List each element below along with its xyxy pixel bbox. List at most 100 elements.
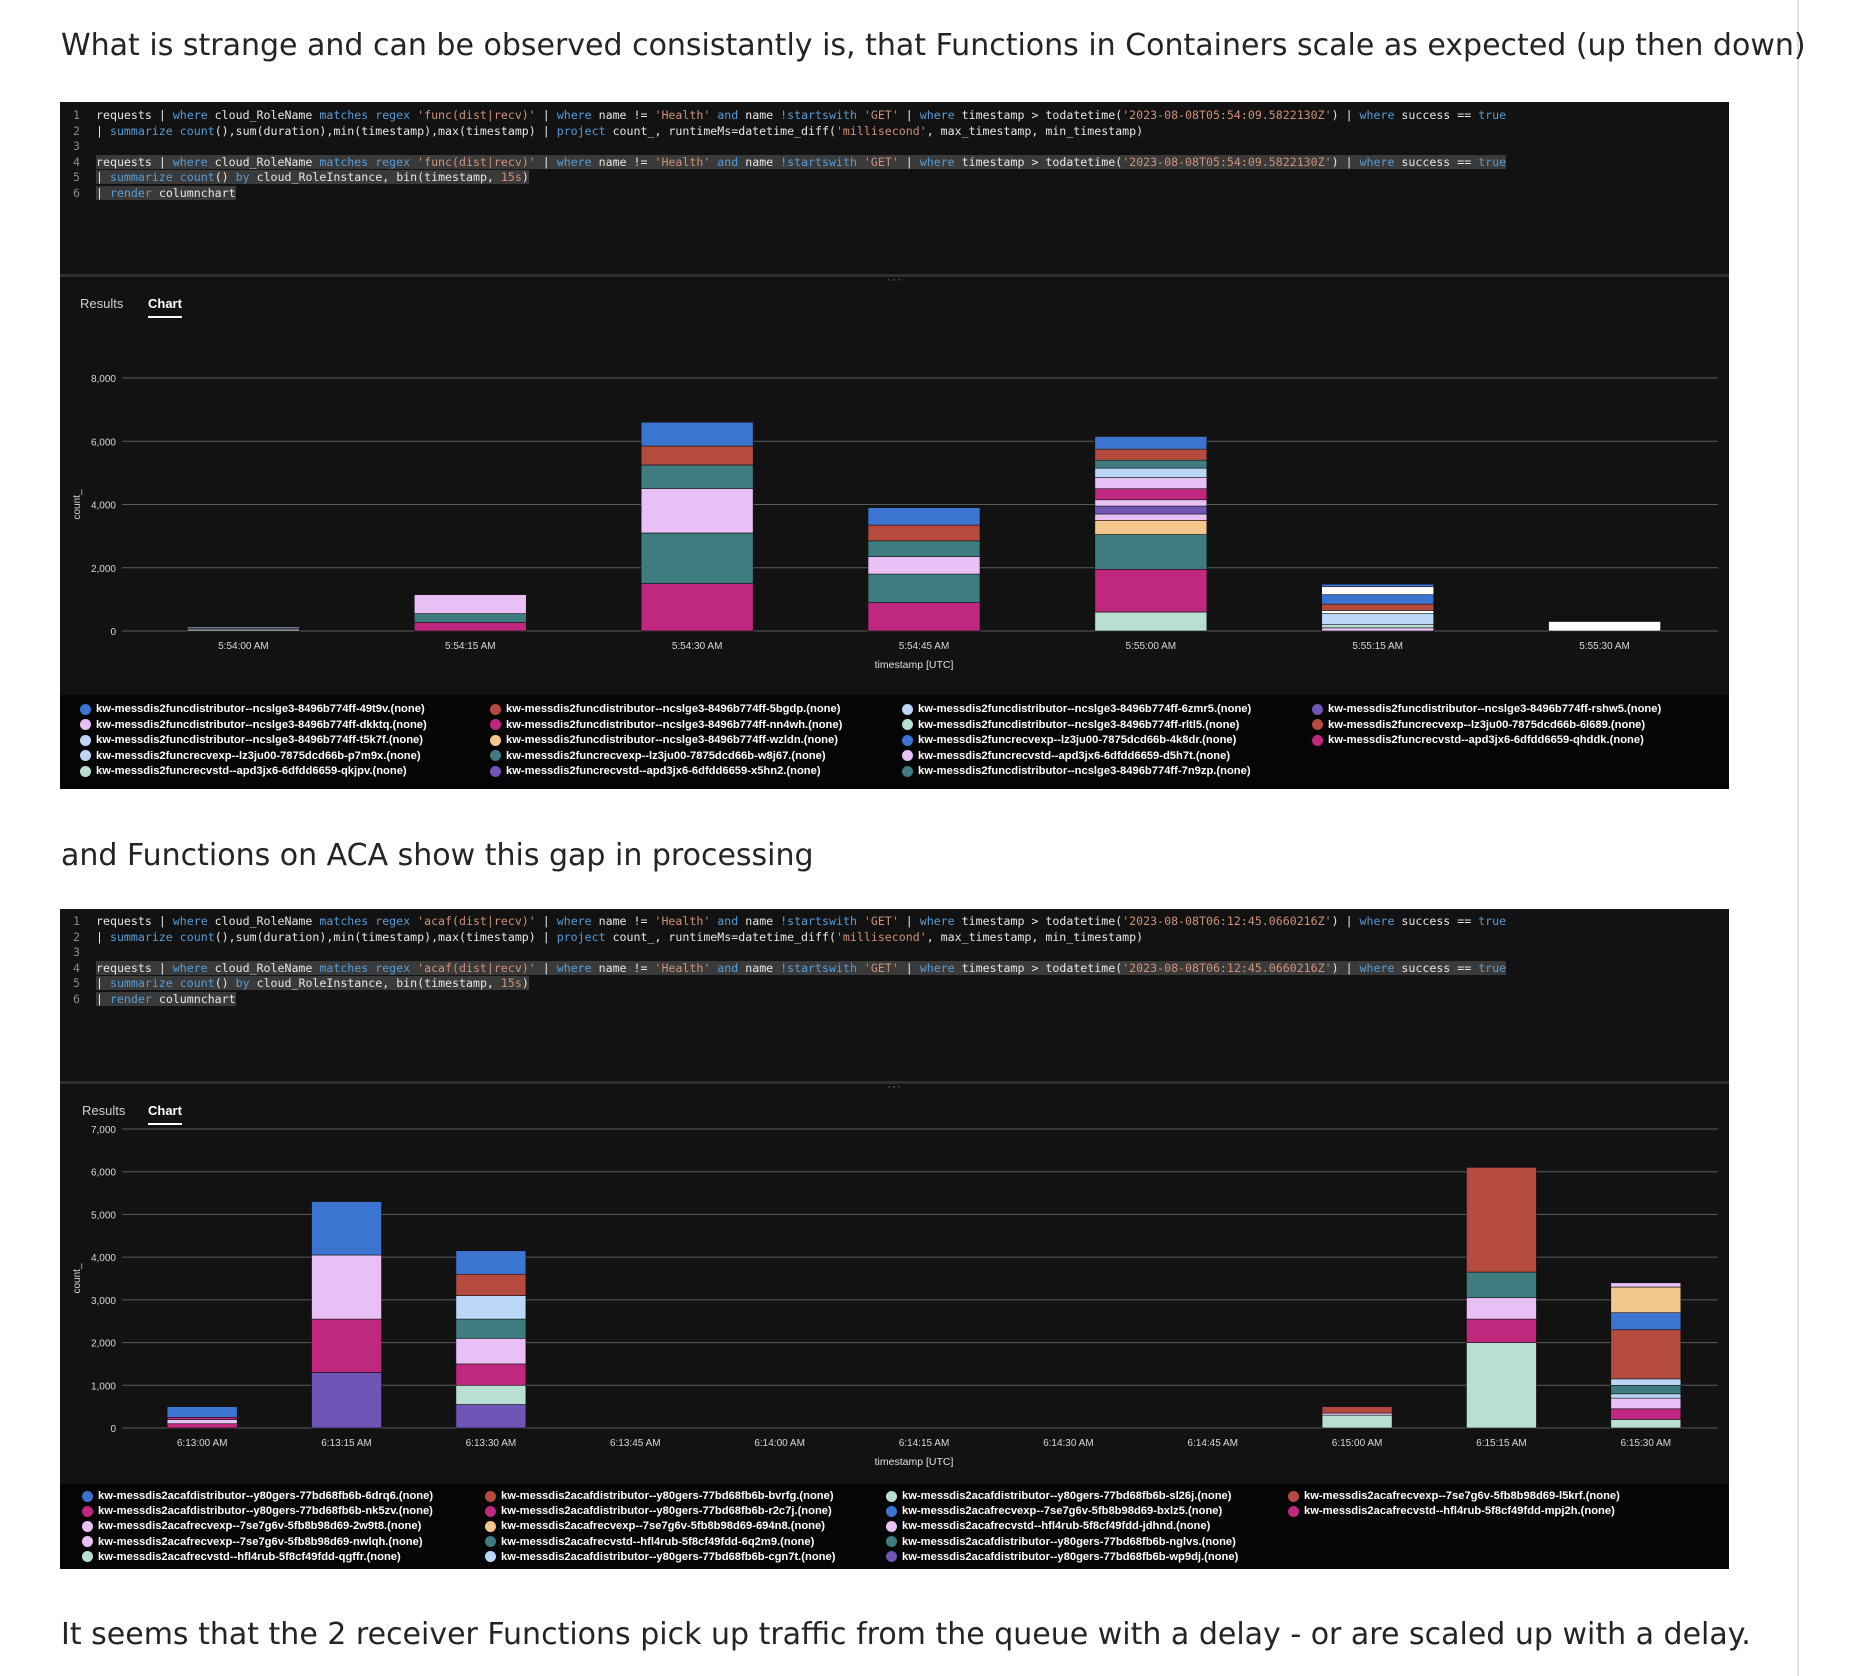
legend-item[interactable]: kw-messdis2funcdistributor--ncslge3-8496… — [490, 703, 840, 715]
pane-splitter[interactable] — [60, 274, 1729, 277]
bar-segment[interactable] — [455, 1295, 527, 1320]
code-line[interactable]: 3 — [60, 139, 96, 153]
legend-item[interactable]: kw-messdis2funcrecvexp--lz3ju00-7875dcd6… — [902, 734, 1236, 746]
bar-segment[interactable] — [455, 1273, 527, 1296]
bar-segment[interactable] — [413, 622, 527, 632]
legend-item[interactable]: kw-messdis2acafrecvexp--7se7g6v-5fb8b98d… — [1288, 1490, 1620, 1502]
bar-segment[interactable] — [1610, 1378, 1682, 1386]
bar-segment[interactable] — [1321, 1414, 1393, 1429]
bar-segment[interactable] — [1094, 488, 1208, 501]
bar-segment[interactable] — [455, 1363, 527, 1386]
legend-item[interactable]: kw-messdis2acafdistributor--y80gers-77bd… — [886, 1551, 1238, 1563]
tab-chart[interactable]: Chart — [148, 296, 182, 318]
bar-segment[interactable] — [640, 421, 754, 447]
code-line[interactable]: 5 | summarize count() by cloud_RoleInstan… — [60, 976, 529, 991]
bar-segment[interactable] — [1610, 1282, 1682, 1288]
bar-segment[interactable] — [1094, 505, 1208, 515]
legend-item[interactable]: kw-messdis2funcdistributor--ncslge3-8496… — [1312, 703, 1661, 715]
legend-item[interactable]: kw-messdis2acafdistributor--y80gers-77bd… — [485, 1505, 832, 1517]
bar-segment[interactable] — [867, 573, 981, 603]
bar-segment[interactable] — [166, 1423, 238, 1429]
bar-segment[interactable] — [1610, 1286, 1682, 1313]
query-editor[interactable]: 1 requests | where cloud_RoleName matches… — [60, 102, 1729, 274]
legend-item[interactable]: kw-messdis2funcdistributor--ncslge3-8496… — [902, 719, 1239, 731]
bar-segment[interactable] — [1321, 583, 1435, 588]
bar-segment[interactable] — [1094, 459, 1208, 469]
bar-segment[interactable] — [311, 1254, 382, 1320]
bar-segment[interactable] — [1094, 436, 1208, 450]
bar-segment[interactable] — [1094, 513, 1208, 521]
code-text[interactable]: | summarize count() by cloud_RoleInstanc… — [96, 976, 529, 991]
code-line[interactable]: 4 requests | where cloud_RoleName matches… — [60, 154, 1507, 169]
bar-segment[interactable] — [1610, 1408, 1682, 1420]
bar-segment[interactable] — [455, 1404, 527, 1429]
bar-segment[interactable] — [1094, 569, 1208, 613]
legend-item[interactable]: kw-messdis2funcdistributor--ncslge3-8496… — [490, 734, 838, 746]
bar-segment[interactable] — [1094, 499, 1208, 507]
legend-item[interactable]: kw-messdis2acafdistributor--y80gers-77bd… — [886, 1490, 1232, 1502]
code-text[interactable]: | render columnchart — [96, 186, 236, 200]
bar-segment[interactable] — [640, 583, 754, 632]
bar-segment[interactable] — [640, 532, 754, 584]
bar-segment[interactable] — [867, 540, 981, 557]
code-text[interactable]: | summarize count(),sum(duration),min(ti… — [96, 123, 1144, 138]
legend-item[interactable]: kw-messdis2acafdistributor--y80gers-77bd… — [485, 1490, 834, 1502]
code-text[interactable]: | render columnchart — [96, 992, 236, 1006]
bar-segment[interactable] — [640, 488, 754, 534]
code-line[interactable]: 1 requests | where cloud_RoleName matches… — [60, 914, 1506, 928]
bar-segment[interactable] — [166, 1417, 238, 1420]
code-line[interactable]: 2 | summarize count(),sum(duration),min(t… — [60, 930, 1143, 944]
tab-results[interactable]: Results — [82, 1103, 126, 1118]
bar-segment[interactable] — [1610, 1397, 1682, 1410]
pane-splitter[interactable] — [60, 1081, 1729, 1084]
bar-segment[interactable] — [166, 1406, 238, 1418]
legend-item[interactable]: kw-messdis2acafdistributor--y80gers-77bd… — [82, 1505, 433, 1517]
legend-item[interactable]: kw-messdis2acafrecvstd--hfl4rub-5f8cf49f… — [1288, 1505, 1615, 1517]
bar-segment[interactable] — [1610, 1384, 1682, 1395]
code-line[interactable]: 5 | summarize count() by cloud_RoleInstan… — [60, 170, 529, 185]
legend-item[interactable]: kw-messdis2acafdistributor--y80gers-77bd… — [886, 1536, 1236, 1548]
bar-segment[interactable] — [1321, 627, 1435, 632]
code-line[interactable]: 3 — [60, 945, 96, 959]
bar-segment[interactable] — [311, 1318, 382, 1373]
bar-segment[interactable] — [1094, 520, 1208, 535]
bar-segment[interactable] — [1094, 611, 1208, 632]
legend-item[interactable]: kw-messdis2acafrecvstd--hfl4rub-5f8cf49f… — [485, 1536, 814, 1548]
bar-segment[interactable] — [1321, 1412, 1393, 1416]
bar-segment[interactable] — [1094, 448, 1208, 461]
bar-segment[interactable] — [1321, 610, 1435, 614]
code-line[interactable]: 6 | render columnchart — [60, 186, 236, 200]
legend-item[interactable]: kw-messdis2funcdistributor--ncslge3-8496… — [80, 734, 423, 746]
bar-segment[interactable] — [1094, 467, 1208, 478]
legend-item[interactable]: kw-messdis2funcrecvstd--apd3jx6-6dfdd665… — [902, 750, 1230, 762]
code-text[interactable]: requests | where cloud_RoleName matches … — [96, 960, 1507, 975]
legend-item[interactable]: kw-messdis2funcrecvexp--lz3ju00-7875dcd6… — [80, 750, 421, 762]
legend-item[interactable]: kw-messdis2acafrecvstd--hfl4rub-5f8cf49f… — [886, 1520, 1210, 1532]
tab-chart[interactable]: Chart — [148, 1103, 182, 1125]
bar-segment[interactable] — [166, 1419, 238, 1425]
bar-segment[interactable] — [867, 507, 981, 526]
code-text[interactable]: requests | where cloud_RoleName matches … — [96, 154, 1507, 169]
tab-results[interactable]: Results — [80, 296, 124, 311]
code-text[interactable]: requests | where cloud_RoleName matches … — [96, 108, 1507, 122]
legend-item[interactable]: kw-messdis2acafrecvexp--7se7g6v-5fb8b98d… — [82, 1536, 423, 1548]
legend-item[interactable]: kw-messdis2funcrecvexp--lz3ju00-7875dcd6… — [1312, 719, 1645, 731]
bar-segment[interactable] — [1548, 621, 1661, 632]
legend-item[interactable]: kw-messdis2acafrecvexp--7se7g6v-5fb8b98d… — [485, 1520, 825, 1532]
bar-segment[interactable] — [867, 556, 981, 575]
bar-segment[interactable] — [1321, 603, 1435, 611]
code-line[interactable]: 4 requests | where cloud_RoleName matches… — [60, 960, 1507, 975]
legend-item[interactable]: kw-messdis2funcdistributor--ncslge3-8496… — [80, 719, 427, 731]
bar-segment[interactable] — [455, 1250, 527, 1275]
code-line[interactable]: 2 | summarize count(),sum(duration),min(t… — [60, 124, 1143, 138]
bar-segment[interactable] — [1321, 613, 1435, 625]
bar-segment[interactable] — [455, 1384, 527, 1405]
code-line[interactable]: 6 | render columnchart — [60, 992, 236, 1006]
bar-segment[interactable] — [1466, 1271, 1537, 1299]
bar-segment[interactable] — [1094, 477, 1208, 489]
bar-segment[interactable] — [1321, 594, 1435, 605]
bar-segment[interactable] — [1610, 1329, 1682, 1380]
legend-item[interactable]: kw-messdis2funcdistributor--ncslge3-8496… — [902, 765, 1251, 777]
bar-segment[interactable] — [867, 602, 981, 632]
legend-item[interactable]: kw-messdis2funcdistributor--ncslge3-8496… — [490, 719, 842, 731]
